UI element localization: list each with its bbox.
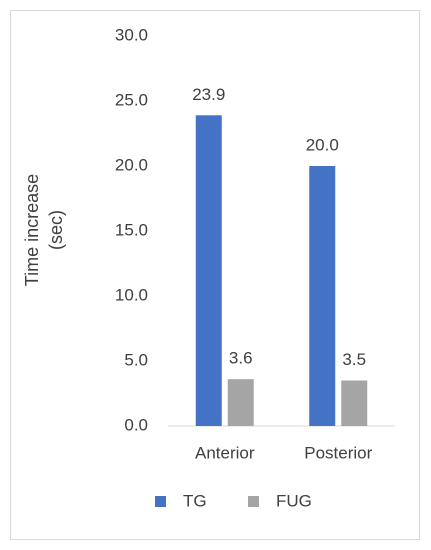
x-tick-label: Posterior [304, 443, 372, 462]
value-label: 3.5 [342, 350, 366, 369]
y-tick-label: 30.0 [115, 25, 148, 44]
legend-swatch [248, 496, 259, 507]
bar [195, 115, 222, 427]
bar [227, 379, 254, 426]
legend-label: TG [183, 491, 207, 510]
y-tick-label: 15.0 [115, 220, 148, 239]
bar [341, 380, 368, 426]
bar [309, 166, 336, 426]
legend-label: FUG [276, 491, 312, 510]
y-axis-label: Time increase (sec) [22, 173, 66, 287]
value-label: 23.9 [192, 85, 225, 104]
y-tick-label: 0.0 [124, 415, 148, 434]
legend-swatch [155, 496, 166, 507]
value-label: 3.6 [229, 349, 253, 368]
y-tick-label: 20.0 [115, 155, 148, 174]
y-tick-label: 10.0 [115, 285, 148, 304]
y-tick-label: 25.0 [115, 90, 148, 109]
value-label: 20.0 [306, 135, 339, 154]
y-tick-label: 5.0 [124, 350, 148, 369]
x-tick-label: Anterior [195, 443, 255, 462]
